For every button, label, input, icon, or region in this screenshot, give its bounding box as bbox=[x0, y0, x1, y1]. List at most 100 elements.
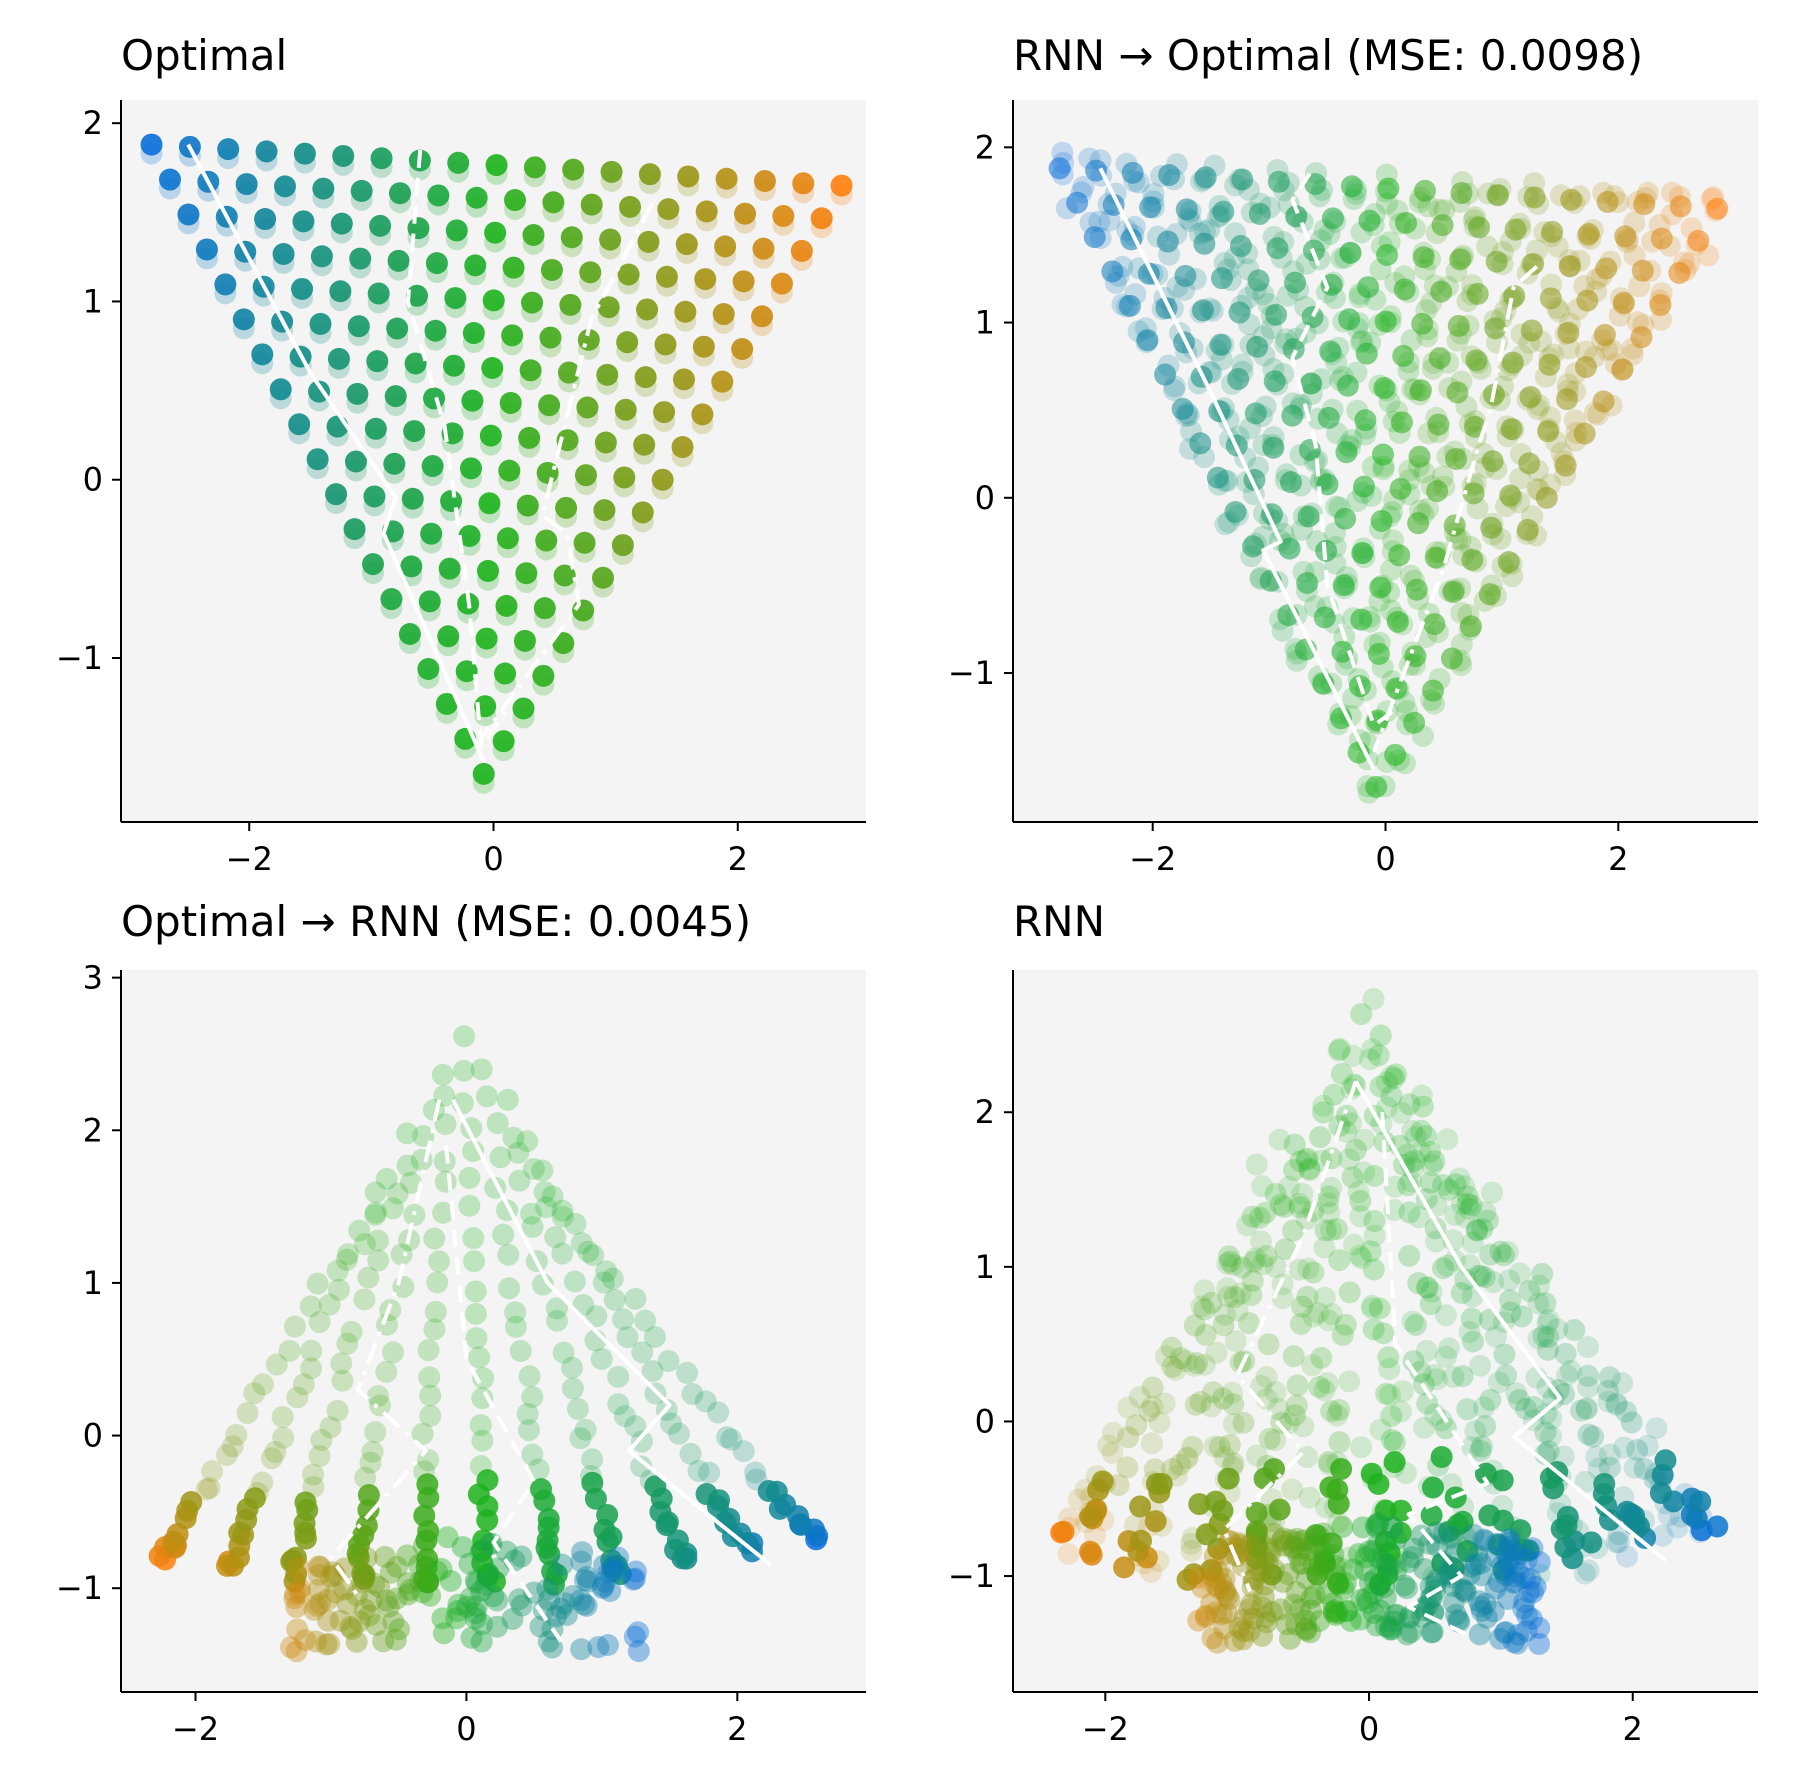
scatter-point bbox=[1349, 1608, 1372, 1631]
scatter-point bbox=[1597, 1379, 1620, 1402]
trajectory-dashdot bbox=[479, 202, 655, 740]
scatter-point bbox=[715, 167, 738, 190]
trajectory-dashed bbox=[406, 149, 508, 750]
scatter-point bbox=[1066, 191, 1089, 214]
scatter-point bbox=[695, 200, 718, 223]
x-tick-label: −2 bbox=[226, 840, 273, 878]
scatter-point bbox=[1393, 1574, 1416, 1597]
scatter-point bbox=[1316, 473, 1339, 496]
scatter-point bbox=[498, 459, 521, 482]
scatter-point bbox=[1193, 232, 1216, 255]
scatter-point bbox=[1390, 1499, 1413, 1522]
scatter-point bbox=[1409, 1360, 1432, 1383]
scatter-point bbox=[1462, 482, 1485, 505]
scatter-point bbox=[752, 237, 775, 260]
scatter-point bbox=[288, 1581, 311, 1604]
x-tick-label: 0 bbox=[1375, 840, 1395, 878]
scatter-point bbox=[1279, 1528, 1302, 1551]
scatter-point bbox=[1141, 1470, 1164, 1493]
scatter-point bbox=[1350, 608, 1373, 631]
scatter-point bbox=[1573, 422, 1596, 445]
scatter-point bbox=[1426, 1568, 1449, 1591]
scatter-point bbox=[1184, 1393, 1207, 1416]
scatter-point bbox=[306, 1594, 329, 1617]
scatter-point bbox=[679, 1442, 702, 1465]
scatter-point bbox=[1558, 255, 1581, 278]
scatter-point bbox=[1450, 1282, 1473, 1305]
scatter-point bbox=[1206, 1560, 1229, 1583]
scatter-point bbox=[1425, 1368, 1448, 1391]
scatter-point bbox=[1431, 1257, 1454, 1280]
axes: −2 0 2 −1 0 1 2 3 bbox=[56, 959, 866, 1748]
scatter-point bbox=[1560, 188, 1583, 211]
y-tick-label: 3 bbox=[83, 959, 103, 997]
scatter-point bbox=[1260, 1601, 1283, 1624]
scatter-point bbox=[1228, 301, 1251, 324]
scatter-point bbox=[463, 1250, 486, 1273]
trajectory-solid bbox=[451, 1098, 773, 1567]
scatter-point bbox=[744, 1461, 767, 1484]
scatter-point bbox=[1388, 544, 1411, 567]
scatter-point bbox=[591, 1576, 614, 1599]
scatter-point bbox=[308, 1311, 331, 1334]
scatter-point bbox=[1222, 1253, 1245, 1276]
scatter-point bbox=[1383, 1175, 1406, 1198]
scatter-point bbox=[1363, 1568, 1386, 1591]
scatter-point bbox=[1612, 291, 1635, 314]
scatter-point bbox=[1534, 1292, 1557, 1315]
scatter-point bbox=[601, 1559, 624, 1582]
scatter-point bbox=[1320, 1400, 1343, 1423]
scatter-point bbox=[573, 1593, 596, 1616]
scatter-point bbox=[442, 354, 465, 377]
scatter-point bbox=[1239, 1533, 1262, 1556]
scatter-point bbox=[1458, 1563, 1481, 1586]
scatter-point bbox=[1350, 1003, 1373, 1026]
scatter-point bbox=[1156, 230, 1179, 253]
scatter-point bbox=[1279, 471, 1302, 494]
scatter-point bbox=[1616, 1545, 1639, 1568]
scatter-point bbox=[471, 1429, 494, 1452]
scatter-point bbox=[1383, 1610, 1406, 1633]
scatter-point bbox=[1242, 1607, 1265, 1630]
scatter-point bbox=[529, 1615, 552, 1638]
scatter-point bbox=[504, 189, 527, 212]
scatter-point bbox=[1250, 1375, 1273, 1398]
x-tick-label: −2 bbox=[1129, 840, 1176, 878]
scatter-point bbox=[1382, 1456, 1405, 1479]
scatter-point bbox=[367, 1249, 390, 1272]
scatter-point bbox=[1223, 1286, 1246, 1309]
scatter-point bbox=[180, 1491, 203, 1514]
scatter-point bbox=[711, 370, 734, 393]
scatter-point bbox=[1593, 323, 1616, 346]
x-tick-label: 2 bbox=[728, 840, 748, 878]
scatter-point bbox=[1259, 1542, 1282, 1565]
scatter-point bbox=[1334, 507, 1357, 530]
scatter-point bbox=[1376, 243, 1399, 266]
scatter-point bbox=[472, 1529, 495, 1552]
scatter-point bbox=[1302, 1305, 1325, 1328]
scatter-point bbox=[1481, 450, 1504, 473]
scatter-point bbox=[507, 1141, 530, 1164]
scatter-point bbox=[1297, 1539, 1320, 1562]
scatter-point bbox=[1497, 1552, 1520, 1575]
scatter-point bbox=[579, 261, 602, 284]
scatter-point bbox=[1245, 1153, 1268, 1176]
scatter-point bbox=[1422, 1601, 1445, 1624]
scatter-point bbox=[1415, 1125, 1438, 1148]
scatter-point bbox=[1689, 1521, 1712, 1544]
scatter-point bbox=[1336, 1599, 1359, 1622]
scatter-point bbox=[1284, 271, 1307, 294]
scatter-point bbox=[468, 1346, 491, 1369]
scatter-point bbox=[1128, 1386, 1151, 1409]
scatter-point bbox=[1296, 571, 1319, 594]
scatter-point bbox=[243, 1382, 266, 1405]
scatter-point bbox=[1355, 342, 1378, 365]
scatter-point bbox=[1247, 269, 1270, 292]
y-tick-label: 2 bbox=[975, 1093, 995, 1131]
scatter-point bbox=[382, 1341, 405, 1364]
scatter-point bbox=[1451, 1193, 1474, 1216]
scatter-point bbox=[495, 1540, 518, 1563]
scatter-point bbox=[1349, 1205, 1372, 1228]
scatter-point bbox=[1456, 1192, 1479, 1215]
scatter-point bbox=[753, 170, 776, 193]
